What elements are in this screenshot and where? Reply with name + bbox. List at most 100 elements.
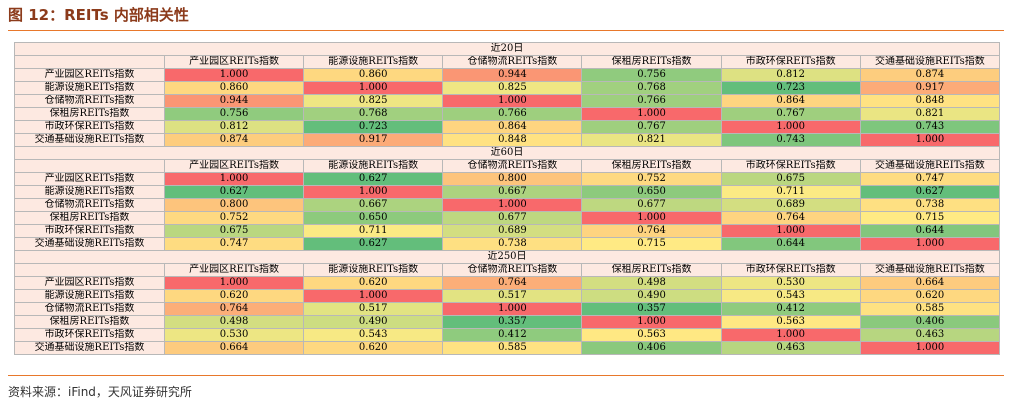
- row-label: 交通基础设施REITs指数: [14, 341, 165, 355]
- row-label: 保租房REITs指数: [14, 211, 165, 225]
- correlation-cell: 0.620: [303, 341, 444, 355]
- correlation-cell: 0.738: [442, 237, 583, 251]
- row-label: 仓储物流REITs指数: [14, 94, 165, 108]
- correlation-cell: 0.644: [720, 237, 861, 251]
- correlation-cell: 0.490: [303, 315, 444, 329]
- header-row: 产业园区REITs指数 能源设施REITs指数 仓储物流REITs指数 保租房REIT…: [14, 159, 1001, 173]
- correlation-cell: 0.412: [442, 328, 583, 342]
- row-label: 市政环保REITs指数: [14, 224, 165, 238]
- row-label: 保租房REITs指数: [14, 315, 165, 329]
- correlation-cell: 0.463: [859, 328, 1001, 342]
- correlation-cell: 0.620: [859, 289, 1001, 303]
- correlation-cell: 1.000: [303, 81, 444, 95]
- correlation-cell: 0.756: [163, 107, 305, 121]
- correlation-cell: 0.747: [859, 172, 1001, 186]
- correlation-cell: 0.848: [859, 94, 1001, 108]
- correlation-cell: 0.812: [163, 120, 305, 134]
- data-row: 产业园区REITs指数 1.000 0.627 0.800 0.752 0.675 0.74…: [14, 172, 1001, 186]
- correlation-cell: 0.812: [720, 68, 861, 82]
- column-header: 产业园区REITs指数: [163, 159, 305, 173]
- correlation-cell: 0.357: [442, 315, 583, 329]
- column-header: 市政环保REITs指数: [720, 263, 861, 277]
- figure-title: 图 12：REITs 内部相关性: [8, 6, 189, 24]
- correlation-cell: 0.764: [442, 276, 583, 290]
- data-row: 能源设施REITs指数 0.620 1.000 0.517 0.490 0.543 0.62…: [14, 289, 1001, 303]
- corner-cell: [14, 55, 165, 69]
- header-row: 产业园区REITs指数 能源设施REITs指数 仓储物流REITs指数 保租房REIT…: [14, 263, 1001, 277]
- row-label: 仓储物流REITs指数: [14, 198, 165, 212]
- data-row: 仓储物流REITs指数 0.800 0.667 1.000 0.677 0.689 0.73…: [14, 198, 1001, 212]
- row-label: 产业园区REITs指数: [14, 68, 165, 82]
- correlation-cell: 0.563: [720, 315, 861, 329]
- correlation-cell: 0.848: [442, 133, 583, 147]
- correlation-cell: 0.860: [163, 81, 305, 95]
- period-label: 近250日: [14, 250, 1000, 264]
- correlation-cell: 0.723: [303, 120, 444, 134]
- correlation-cell: 1.000: [163, 68, 305, 82]
- corner-cell: [14, 263, 165, 277]
- correlation-cell: 0.627: [303, 172, 444, 186]
- correlation-cell: 0.664: [859, 276, 1001, 290]
- correlation-cell: 0.689: [720, 198, 861, 212]
- correlation-cell: 0.864: [442, 120, 583, 134]
- period-label: 近20日: [14, 42, 1000, 56]
- correlation-cell: 0.767: [720, 107, 861, 121]
- data-row: 能源设施REITs指数 0.627 1.000 0.667 0.650 0.711 0.62…: [14, 185, 1001, 199]
- data-row: 仓储物流REITs指数 0.764 0.517 1.000 0.357 0.412 0.58…: [14, 302, 1001, 316]
- column-header: 保租房REITs指数: [581, 159, 722, 173]
- row-label: 能源设施REITs指数: [14, 289, 165, 303]
- correlation-cell: 0.738: [859, 198, 1001, 212]
- column-header: 仓储物流REITs指数: [442, 55, 583, 69]
- correlation-cell: 0.743: [859, 120, 1001, 134]
- correlation-cell: 0.627: [303, 237, 444, 251]
- correlation-cell: 0.944: [442, 68, 583, 82]
- correlation-cell: 1.000: [163, 172, 305, 186]
- correlation-cell: 0.766: [442, 107, 583, 121]
- correlation-cell: 1.000: [303, 289, 444, 303]
- correlation-cell: 0.517: [442, 289, 583, 303]
- row-label: 交通基础设施REITs指数: [14, 237, 165, 251]
- column-header: 交通基础设施REITs指数: [859, 263, 1001, 277]
- correlation-cell: 0.747: [163, 237, 305, 251]
- correlation-cell: 1.000: [720, 120, 861, 134]
- row-label: 保租房REITs指数: [14, 107, 165, 121]
- correlation-cell: 0.667: [442, 185, 583, 199]
- correlation-cell: 0.620: [303, 276, 444, 290]
- correlation-cell: 0.825: [442, 81, 583, 95]
- correlation-cell: 0.620: [163, 289, 305, 303]
- correlation-cell: 0.675: [163, 224, 305, 238]
- data-row: 市政环保REITs指数 0.530 0.543 0.412 0.563 1.000 0.46…: [14, 328, 1001, 342]
- correlation-cell: 0.463: [720, 341, 861, 355]
- period-row: 近20日: [14, 42, 1000, 56]
- row-label: 能源设施REITs指数: [14, 81, 165, 95]
- data-row: 保租房REITs指数 0.752 0.650 0.677 1.000 0.764 0.715: [14, 211, 1001, 225]
- row-label: 产业园区REITs指数: [14, 276, 165, 290]
- correlation-cell: 0.821: [581, 133, 722, 147]
- column-header: 交通基础设施REITs指数: [859, 55, 1001, 69]
- correlation-cell: 0.711: [303, 224, 444, 238]
- correlation-cell: 0.756: [581, 68, 722, 82]
- top-rule: [8, 30, 1004, 31]
- correlation-cell: 0.677: [581, 198, 722, 212]
- correlation-cell: 1.000: [720, 224, 861, 238]
- correlation-cell: 0.357: [581, 302, 722, 316]
- correlation-cell: 1.000: [442, 94, 583, 108]
- correlation-cell: 0.917: [303, 133, 444, 147]
- column-header: 能源设施REITs指数: [303, 263, 444, 277]
- correlation-cell: 0.768: [303, 107, 444, 121]
- correlation-cell: 0.715: [581, 237, 722, 251]
- correlation-cell: 0.530: [720, 276, 861, 290]
- correlation-cell: 0.825: [303, 94, 444, 108]
- correlation-cell: 0.764: [163, 302, 305, 316]
- correlation-cell: 0.689: [442, 224, 583, 238]
- correlation-cell: 0.498: [581, 276, 722, 290]
- column-header: 能源设施REITs指数: [303, 55, 444, 69]
- data-row: 保租房REITs指数 0.756 0.768 0.766 1.000 0.767 0.821: [14, 107, 1001, 121]
- correlation-cell: 0.723: [720, 81, 861, 95]
- correlation-cell: 0.406: [581, 341, 722, 355]
- correlation-cell: 1.000: [859, 237, 1001, 251]
- data-row: 交通基础设施REITs指数 0.664 0.620 0.585 0.406 0.463 1.…: [14, 341, 1001, 355]
- correlation-cell: 0.585: [859, 302, 1001, 316]
- correlation-cell: 0.752: [581, 172, 722, 186]
- correlation-cell: 0.767: [581, 120, 722, 134]
